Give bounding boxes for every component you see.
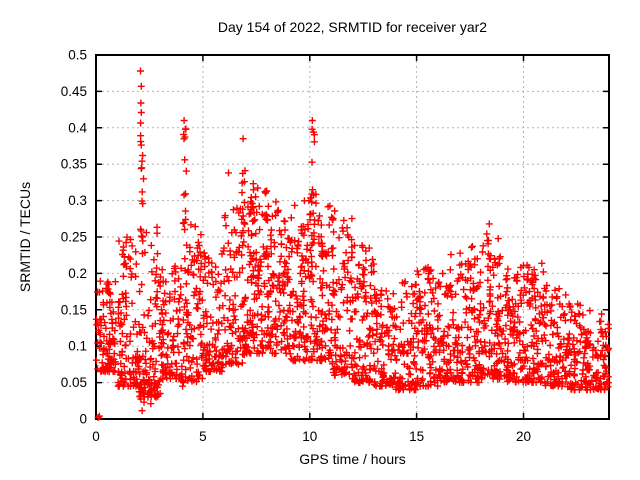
chart-title: Day 154 of 2022, SRMTID for receiver yar…	[217, 19, 488, 35]
y-tick-label: 0.3	[68, 193, 87, 208]
y-tick-label: 0.5	[68, 48, 87, 63]
y-tick-label: 0.25	[61, 230, 87, 245]
scatter-points	[92, 67, 613, 421]
y-tick-label: 0.05	[61, 375, 87, 390]
y-tick-label: 0.15	[61, 302, 87, 317]
y-tick-label: 0.45	[61, 84, 87, 99]
x-tick-label: 0	[92, 429, 100, 444]
y-tick-label: 0.4	[68, 120, 87, 135]
x-tick-label: 20	[516, 429, 531, 444]
y-tick-label: 0.35	[61, 157, 87, 172]
y-tick-label: 0.1	[68, 339, 87, 354]
x-tick-label: 5	[199, 429, 207, 444]
y-tick-label: 0.2	[68, 266, 87, 281]
plot-border	[95, 54, 610, 420]
x-tick-label: 15	[409, 429, 424, 444]
x-tick-label: 10	[302, 429, 317, 444]
y-tick-label: 0	[79, 412, 87, 427]
x-axis-title: GPS time / hours	[299, 451, 406, 467]
